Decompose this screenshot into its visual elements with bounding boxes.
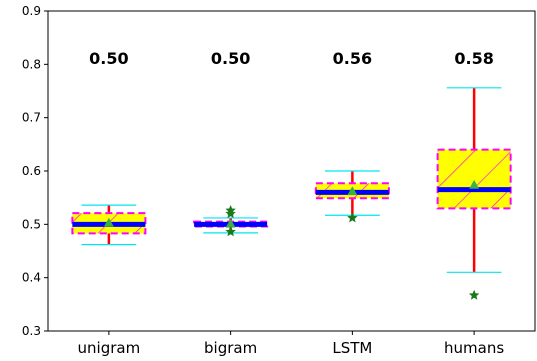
y-tick-label: 0.8 — [22, 57, 41, 71]
outlier-point — [225, 226, 236, 237]
box-humans — [436, 87, 512, 300]
box-unigram — [71, 204, 147, 246]
outlier-point — [468, 289, 480, 300]
x-tick-label-LSTM: LSTM — [332, 339, 372, 357]
box-bigram — [193, 204, 269, 237]
y-tick-label: 0.5 — [22, 217, 41, 231]
outlier-point — [347, 212, 358, 223]
box-iqr — [436, 148, 512, 210]
y-tick-label: 0.6 — [22, 164, 41, 178]
x-tick-label-humans: humans — [444, 339, 504, 357]
y-tick-label: 0.9 — [22, 4, 41, 18]
data-label-LSTM: 0.56 — [333, 49, 372, 68]
mean-marker — [103, 217, 114, 227]
y-tick-label: 0.7 — [22, 111, 41, 125]
boxes-layer — [71, 87, 512, 300]
outlier-point — [225, 208, 236, 219]
x-tick-label-unigram: unigram — [78, 339, 141, 357]
data-label-unigram: 0.50 — [89, 49, 128, 68]
box-LSTM — [314, 170, 390, 223]
mean-marker — [225, 218, 236, 228]
data-label-humans: 0.58 — [454, 49, 493, 68]
mean-marker — [347, 186, 358, 196]
y-tick-label: 0.4 — [22, 271, 41, 285]
data-label-bigram: 0.50 — [211, 49, 250, 68]
data-labels-layer: 0.50 0.50 0.56 0.58 — [89, 49, 494, 68]
y-tick-label: 0.3 — [22, 324, 41, 338]
axes-layer: 0.3 0.4 0.5 0.6 0.7 0.8 0.9 unigram bigram LSTM hu… — [22, 4, 536, 357]
mean-marker — [469, 179, 480, 189]
x-tick-label-bigram: bigram — [204, 339, 257, 357]
